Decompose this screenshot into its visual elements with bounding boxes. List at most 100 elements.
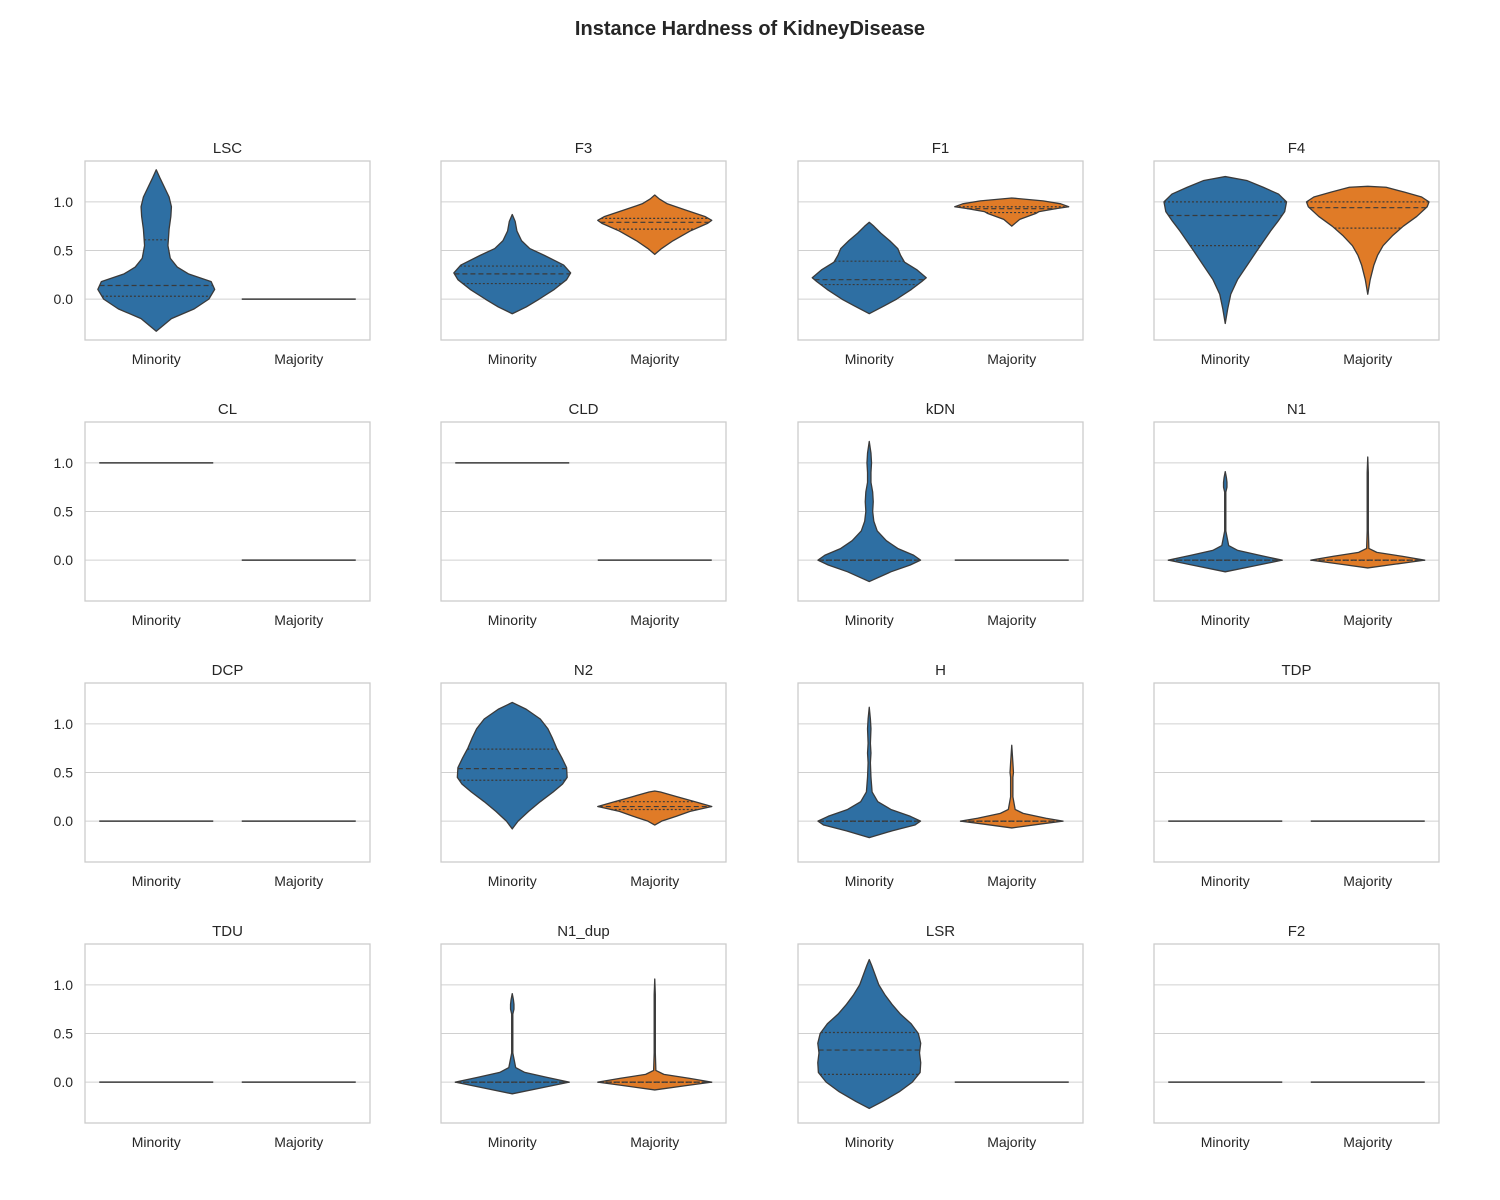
- panel-cl: CL Minority Majority 0.0 0.5 1.0: [54, 401, 371, 628]
- violin-majority: [597, 978, 713, 1091]
- axes-frame: [1153, 160, 1440, 341]
- axes-frame: [440, 160, 727, 341]
- axes-frame: [797, 943, 1084, 1124]
- axes-frame: [1153, 682, 1440, 863]
- y-tick-label: 0.5: [54, 765, 74, 781]
- y-tick-label: 1.0: [54, 194, 74, 210]
- y-tick-label: 0.0: [54, 1074, 74, 1090]
- axes-frame: [1153, 943, 1440, 1124]
- x-tick-label: Minority: [845, 351, 894, 367]
- violin-minority: [453, 213, 572, 315]
- panel-title: F2: [1288, 923, 1306, 940]
- x-tick-label: Majority: [630, 612, 679, 628]
- panel-f1: F1 Minority Majority: [797, 140, 1084, 367]
- axes-frame: [84, 421, 371, 602]
- x-tick-label: Majority: [274, 612, 323, 628]
- y-tick-label: 1.0: [54, 977, 74, 993]
- axes-frame: [84, 682, 371, 863]
- panel-title: CLD: [568, 401, 598, 418]
- y-tick-label: 0.0: [54, 552, 74, 568]
- y-tick-label: 0.0: [54, 813, 74, 829]
- x-tick-label: Minority: [1201, 351, 1250, 367]
- violin-minority: [456, 701, 568, 830]
- x-tick-label: Minority: [132, 612, 181, 628]
- panel-f3: F3 Minority Majority: [440, 140, 727, 367]
- y-tick-label: 0.5: [54, 1026, 74, 1042]
- panel-f4: F4 Minority Majority: [1153, 140, 1440, 367]
- violin-minority: [1163, 175, 1288, 325]
- violin-majority: [1305, 185, 1430, 295]
- axes-frame: [440, 682, 727, 863]
- axes-frame: [440, 943, 727, 1124]
- panel-title: CL: [218, 401, 237, 418]
- panel-n1-dup: N1_dup Minority Majority: [440, 923, 727, 1150]
- panel-lsc: LSC Minority Majority 0.0 0.5 1.0: [54, 140, 371, 367]
- x-tick-label: Majority: [1343, 612, 1392, 628]
- axes-frame: [797, 421, 1084, 602]
- x-tick-label: Majority: [274, 351, 323, 367]
- x-tick-label: Majority: [987, 873, 1036, 889]
- x-tick-label: Majority: [987, 612, 1036, 628]
- panel-title: TDP: [1282, 662, 1312, 679]
- violin-minority: [811, 221, 927, 315]
- axes-frame: [84, 943, 371, 1124]
- panel-n1: N1 Minority Majority: [1153, 401, 1440, 628]
- x-tick-label: Majority: [630, 1134, 679, 1150]
- panel-f2: F2 Minority Majority: [1153, 923, 1440, 1150]
- violin-majority: [959, 744, 1064, 829]
- violin-minority: [1167, 470, 1283, 573]
- y-tick-label: 1.0: [54, 455, 74, 471]
- panel-title: LSC: [213, 140, 242, 157]
- x-tick-label: Minority: [1201, 612, 1250, 628]
- panel-kdn: kDN Minority Majority: [797, 401, 1084, 628]
- x-tick-label: Majority: [1343, 873, 1392, 889]
- panel-title: TDU: [212, 923, 243, 940]
- x-tick-label: Majority: [630, 873, 679, 889]
- y-tick-label: 0.0: [54, 291, 74, 307]
- panel-lsr: LSR Minority Majority: [797, 923, 1084, 1150]
- axes-frame: [1153, 421, 1440, 602]
- x-tick-label: Majority: [274, 873, 323, 889]
- panel-h: H Minority Majority: [797, 662, 1084, 889]
- violin-minority: [97, 169, 216, 332]
- x-tick-label: Minority: [845, 1134, 894, 1150]
- x-tick-label: Majority: [274, 1134, 323, 1150]
- panel-n2: N2 Minority Majority: [440, 662, 727, 889]
- figure-title: Instance Hardness of KidneyDisease: [574, 18, 926, 40]
- axes-frame: [84, 160, 371, 341]
- panel-title: F1: [932, 140, 950, 157]
- panel-title: N1_dup: [557, 923, 610, 940]
- violin-majority: [597, 790, 713, 826]
- panel-title: F4: [1288, 140, 1306, 157]
- violin-minority: [817, 440, 922, 583]
- panel-tdu: TDU Minority Majority 0.0 0.5 1.0: [54, 923, 371, 1150]
- violin-minority: [817, 958, 922, 1110]
- panel-tdp: TDP Minority Majority: [1153, 662, 1440, 889]
- x-tick-label: Minority: [132, 1134, 181, 1150]
- x-tick-label: Minority: [1201, 1134, 1250, 1150]
- violin-majority: [1310, 456, 1426, 569]
- panel-title: LSR: [926, 923, 955, 940]
- axes-frame: [797, 682, 1084, 863]
- panel-dcp: DCP Minority Majority 0.0 0.5 1.0: [54, 662, 371, 889]
- x-tick-label: Majority: [1343, 1134, 1392, 1150]
- violin-majority: [597, 194, 713, 256]
- panel-title: DCP: [212, 662, 244, 679]
- y-tick-label: 0.5: [54, 243, 74, 259]
- x-tick-label: Minority: [488, 612, 537, 628]
- x-tick-label: Minority: [1201, 873, 1250, 889]
- x-tick-label: Majority: [987, 1134, 1036, 1150]
- panel-cld: CLD Minority Majority: [440, 401, 727, 628]
- x-tick-label: Minority: [132, 873, 181, 889]
- violin-minority: [454, 992, 570, 1095]
- y-tick-label: 1.0: [54, 716, 74, 732]
- x-tick-label: Majority: [987, 351, 1036, 367]
- x-tick-label: Minority: [488, 351, 537, 367]
- x-tick-label: Minority: [845, 612, 894, 628]
- x-tick-label: Majority: [630, 351, 679, 367]
- panel-title: H: [935, 662, 946, 679]
- y-tick-label: 0.5: [54, 504, 74, 520]
- x-tick-label: Minority: [488, 873, 537, 889]
- panel-title: N2: [574, 662, 593, 679]
